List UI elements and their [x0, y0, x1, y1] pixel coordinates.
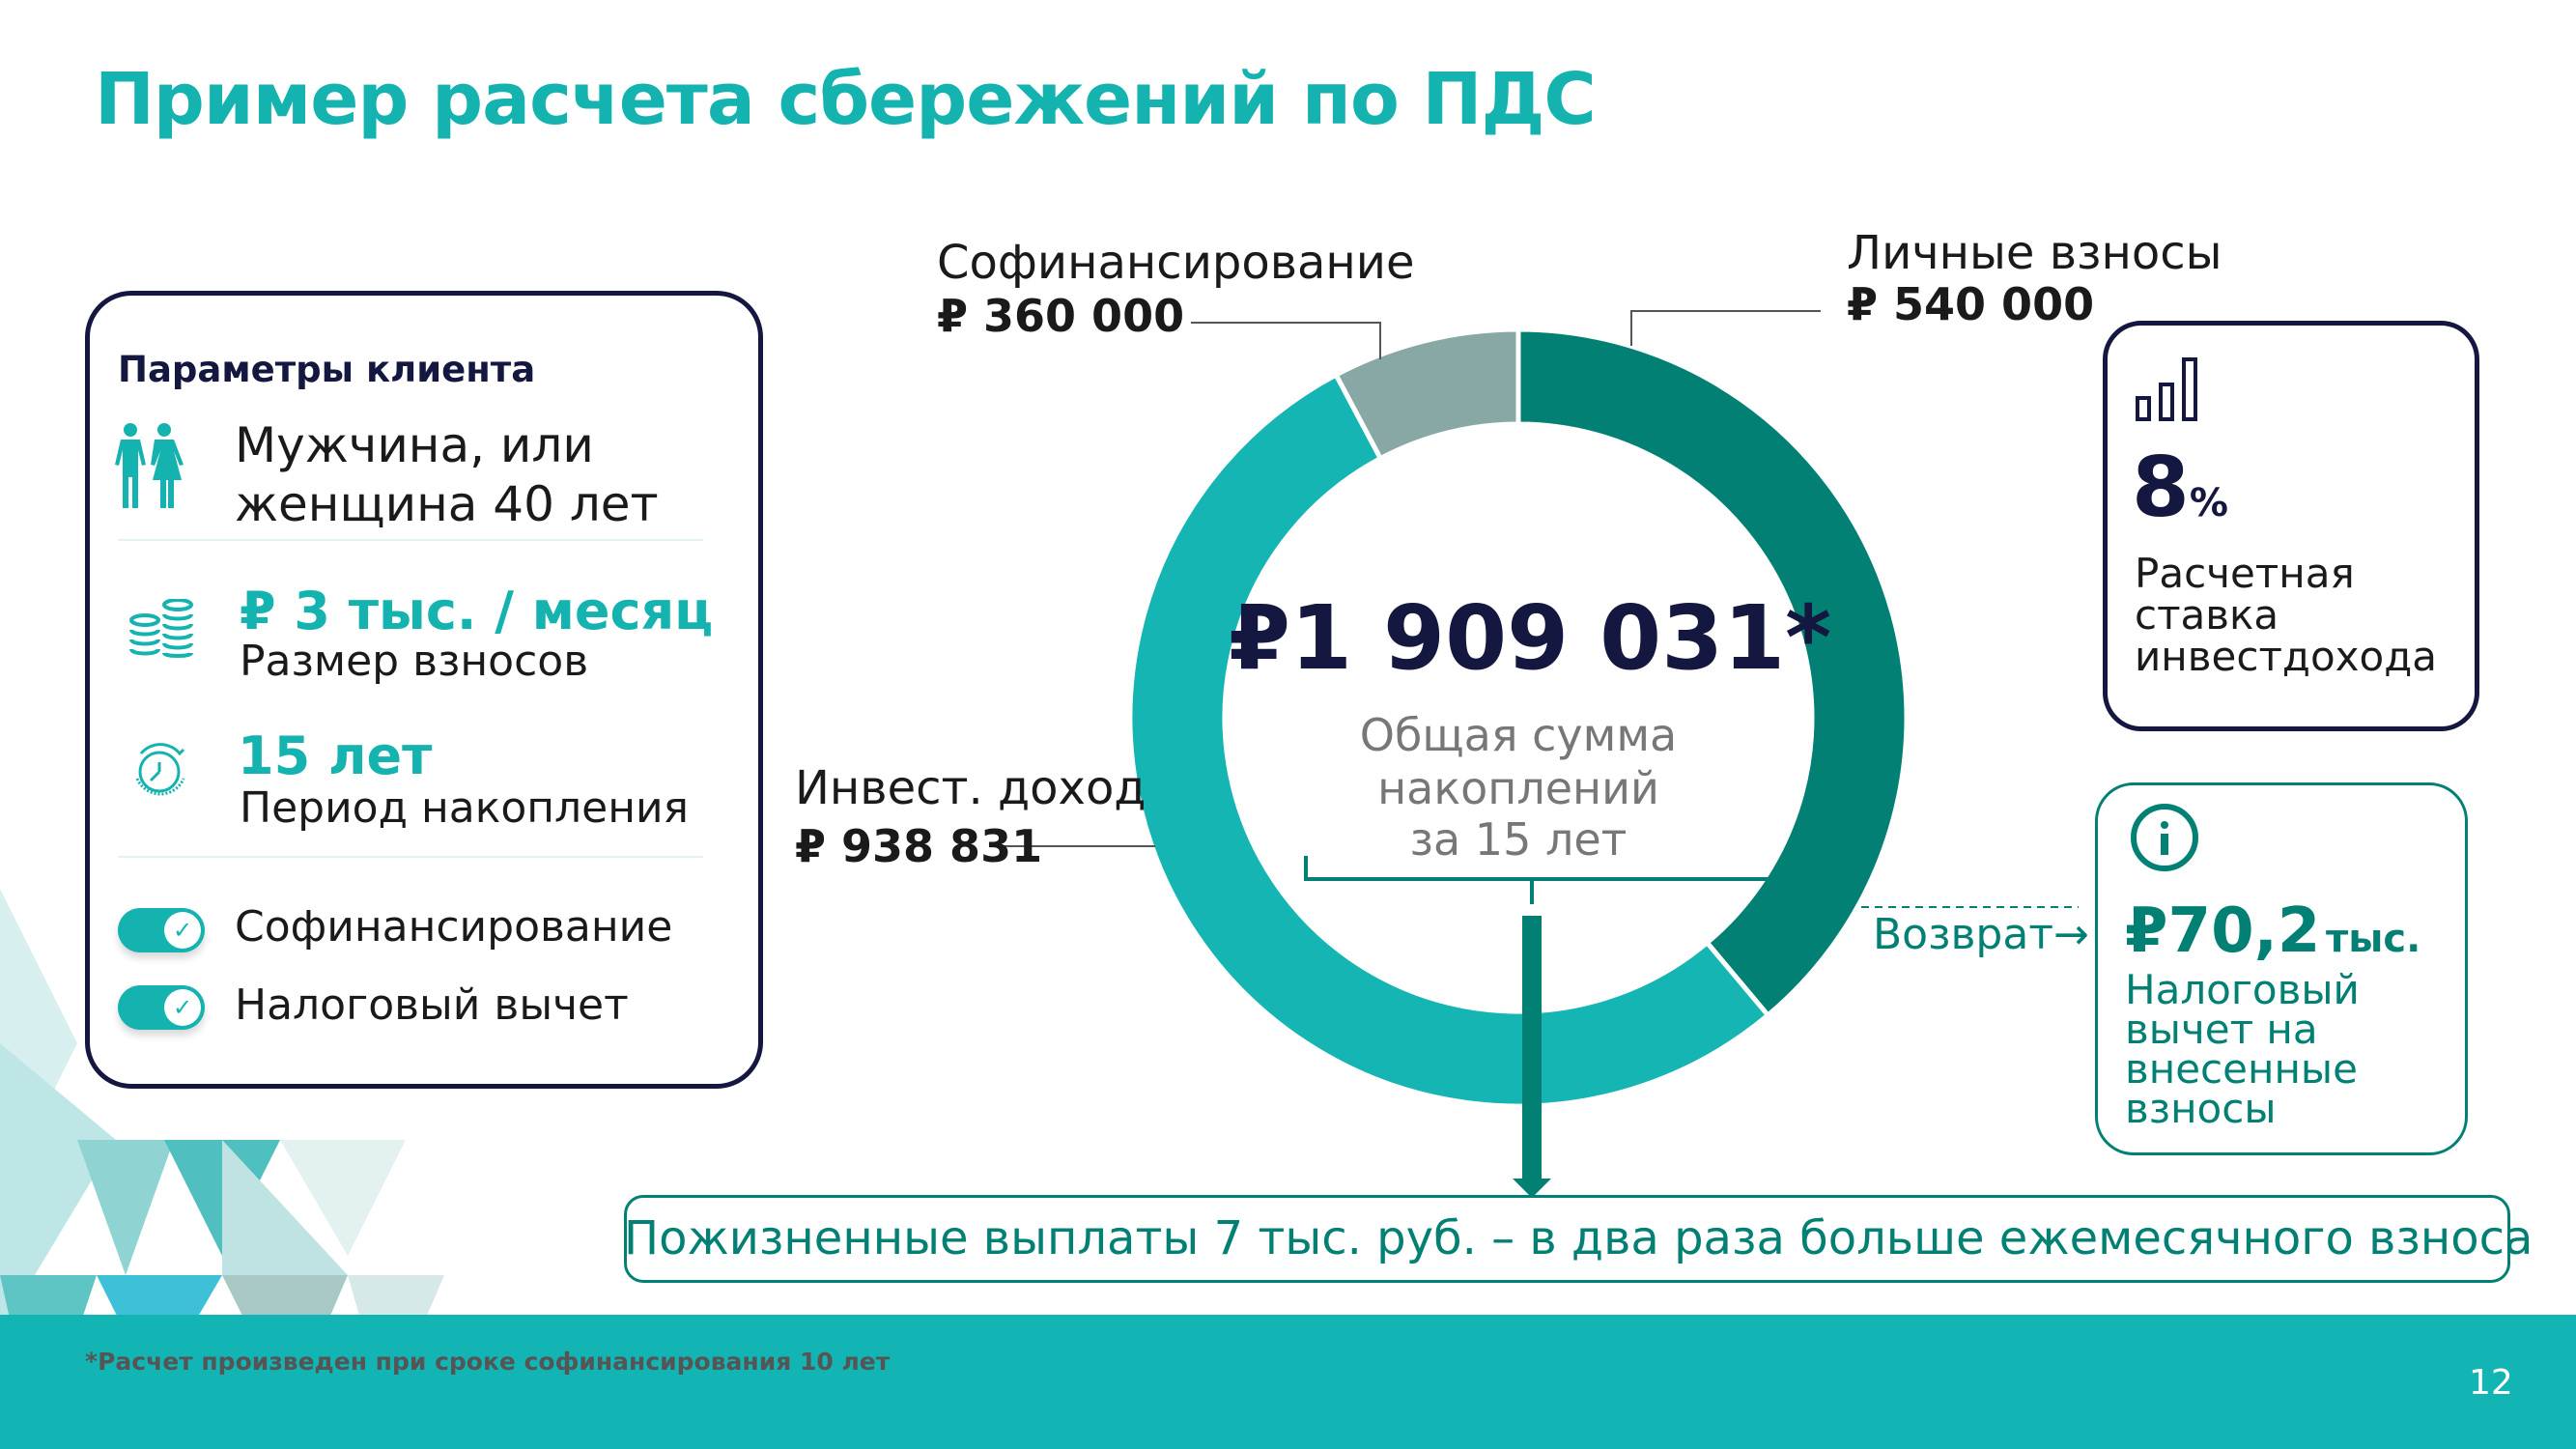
period-label: Период накопления	[240, 783, 690, 833]
check-icon: ✓	[164, 912, 201, 949]
leader-line-personal	[1630, 310, 1821, 346]
info-icon	[2131, 804, 2198, 871]
down-arrow-shaft	[1522, 916, 1542, 1186]
cofinancing-label: Софинансирование	[235, 902, 673, 952]
cofinancing-segment-label: Софинансирование	[937, 236, 1415, 290]
client-parameters-card	[85, 291, 763, 1089]
donut-segment-2	[1332, 327, 1521, 462]
refund-label-line: внесенные	[2125, 1045, 2358, 1093]
rate-label-line: ставка	[2135, 591, 2279, 639]
refund-label-line: взносы	[2125, 1085, 2277, 1132]
person-line-2: женщина 40 лет	[235, 476, 659, 532]
refund-link[interactable]: Возврат→	[1873, 914, 2089, 956]
period-value: 15 лет	[238, 725, 433, 786]
rate-unit: %	[2189, 481, 2228, 526]
total-label-line-1: Общая сумма	[1359, 709, 1678, 761]
contribution-label: Размер взносов	[240, 637, 589, 686]
refund-label-line: Налоговый	[2125, 966, 2360, 1013]
rate-number: 8	[2132, 440, 2190, 536]
arrow-right-icon: →	[2052, 910, 2089, 959]
person-line-1: Мужчина, или	[235, 417, 594, 473]
card-heading: Параметры клиента	[118, 349, 536, 390]
people-icon	[115, 423, 184, 508]
lifetime-payments-banner	[624, 1195, 2510, 1283]
leader-line-cofinancing	[1191, 322, 1381, 359]
refund-value: ₽70,2 тыс.	[2125, 900, 2420, 962]
divider	[118, 856, 703, 858]
tax-deduction-toggle[interactable]: ✓	[118, 985, 205, 1030]
refund-label-line: вычет на	[2125, 1006, 2318, 1053]
refund-amount: ₽70,2	[2125, 895, 2321, 967]
down-arrow-head	[1513, 1179, 1551, 1198]
refund-card	[2095, 782, 2468, 1155]
refund-unit: тыс.	[2326, 917, 2421, 961]
total-label-line-2: накоплений	[1377, 762, 1659, 814]
rate-label-line: Расчетная	[2135, 550, 2355, 597]
divider	[118, 539, 703, 541]
total-savings-value: ₽1 909 031*	[1229, 586, 1832, 690]
coins-icon	[129, 599, 193, 658]
center-bracket	[1304, 856, 1795, 904]
tax-deduction-label: Налоговый вычет	[235, 980, 629, 1030]
rate-label-line: инвестдохода	[2135, 633, 2437, 680]
footnote: *Расчет произведен при сроке софинансиро…	[85, 1348, 891, 1376]
donut-segment-1	[1127, 371, 1771, 1109]
cofinancing-segment-value: ₽ 360 000	[937, 290, 1185, 342]
donut-segment-0	[1515, 327, 1910, 1019]
rate-label: Расчетная ставка инвестдохода	[2135, 553, 2463, 677]
total-label-line-3: за 15 лет	[1409, 813, 1628, 866]
personal-segment-label: Личные взносы	[1847, 226, 2222, 280]
contribution-value: ₽ 3 тыс. / месяц	[240, 581, 714, 641]
banner-text: Пожизненные выплаты 7 тыс. руб. – в два …	[624, 1211, 2534, 1265]
check-icon: ✓	[164, 989, 201, 1026]
rate-value: 8%	[2132, 446, 2228, 529]
personal-segment-value: ₽ 540 000	[1847, 278, 2095, 330]
rate-card	[2103, 321, 2479, 731]
bar-chart-icon	[2136, 357, 2197, 421]
footer-band	[0, 1315, 2576, 1449]
invest-segment-label: Инвест. доход	[795, 761, 1146, 815]
page-title: Пример расчета сбережений по ПДС	[95, 58, 1597, 141]
refund-label: Налоговый вычет на внесенные взносы	[2125, 966, 2360, 1132]
refund-link-label: Возврат	[1873, 910, 2053, 959]
cofinancing-toggle[interactable]: ✓	[118, 908, 205, 952]
clock-icon	[135, 743, 185, 796]
invest-segment-value: ₽ 938 831	[795, 820, 1043, 872]
page-number: 12	[2469, 1363, 2513, 1403]
